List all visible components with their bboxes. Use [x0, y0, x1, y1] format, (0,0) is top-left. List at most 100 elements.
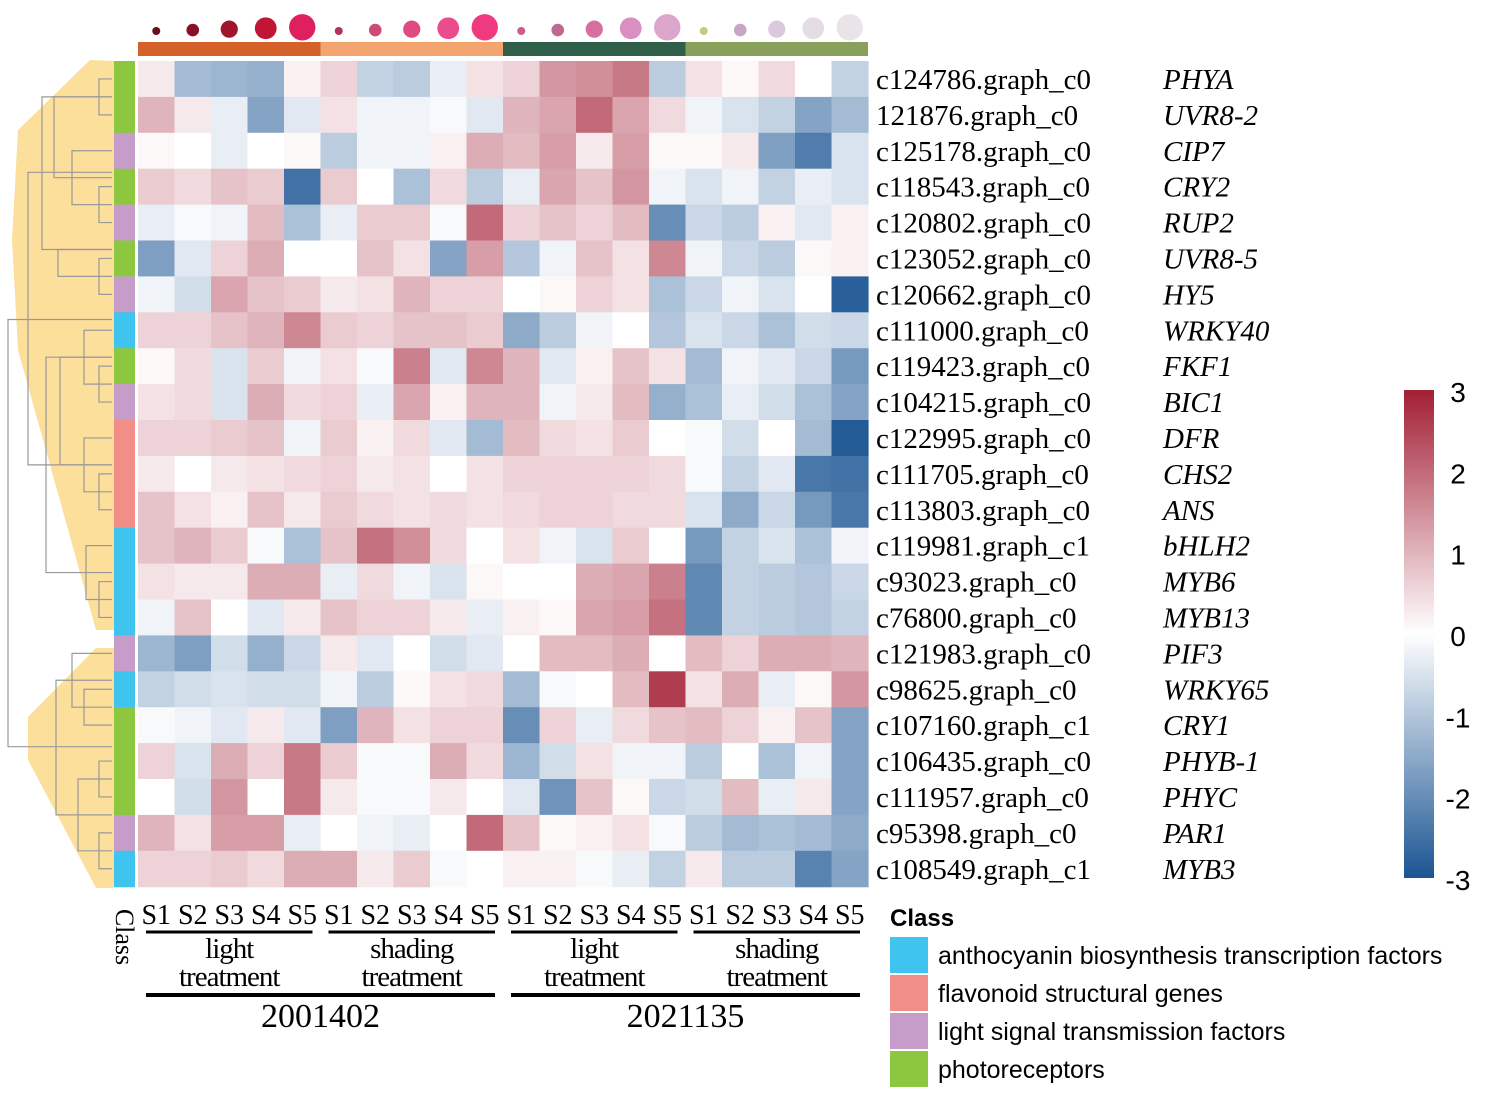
heatmap-cell	[284, 132, 322, 170]
class-annotation-cell	[114, 563, 135, 601]
row-gene-label: PIF3	[1162, 638, 1223, 670]
heatmap-cell	[320, 420, 358, 457]
heatmap-cell	[649, 455, 687, 493]
heatmap-cell	[466, 132, 504, 170]
column-label: S5	[470, 900, 500, 931]
heatmap-cell	[211, 204, 249, 242]
heatmap-cell	[284, 527, 322, 565]
heatmap-cell	[284, 312, 322, 349]
heatmap-cell	[503, 707, 541, 744]
heatmap-cell	[138, 814, 176, 852]
column-label: S5	[835, 900, 865, 931]
heatmap-cell	[649, 814, 687, 852]
heatmap-cell	[138, 671, 176, 708]
column-label: S1	[324, 900, 354, 931]
heatmap-cell	[211, 420, 249, 457]
heatmap-cell	[320, 563, 358, 601]
heatmap-cell	[795, 240, 833, 277]
heatmap-cell	[722, 491, 760, 529]
heatmap-cell	[284, 707, 322, 744]
heatmap-cell	[503, 455, 541, 493]
heatmap-cell	[612, 61, 650, 98]
class-annotation-cell	[114, 814, 135, 852]
heatmap-cell	[795, 132, 833, 170]
heatmap-cell	[539, 599, 577, 636]
heatmap-cell	[320, 96, 358, 134]
class-annotation-cell	[114, 635, 135, 672]
heatmap-cell	[430, 168, 468, 206]
heatmap-cell	[795, 563, 833, 601]
heatmap-cell	[685, 132, 723, 170]
heatmap-cell	[247, 850, 285, 888]
heatmap-cell	[430, 491, 468, 529]
heatmap-cell	[612, 348, 650, 385]
heatmap-cell	[430, 850, 468, 888]
heatmap-cell	[174, 527, 212, 565]
flower-icon	[437, 17, 460, 40]
heatmap-cell	[612, 707, 650, 744]
heatmap-cell	[174, 743, 212, 780]
heatmap-cell	[795, 527, 833, 565]
heatmap-cell	[503, 599, 541, 636]
heatmap-cell	[758, 240, 796, 277]
heatmap-cell	[795, 779, 833, 816]
heatmap-cell	[539, 384, 577, 421]
heatmap-cell	[722, 599, 760, 636]
heatmap-cell	[576, 527, 614, 565]
heatmap-cell	[722, 743, 760, 780]
heatmap-cell	[758, 96, 796, 134]
heatmap-cell	[795, 743, 833, 780]
heatmap-cell	[612, 96, 650, 134]
group-color-bar	[320, 42, 503, 56]
heatmap-cell	[393, 348, 431, 385]
heatmap-cell	[649, 96, 687, 134]
heatmap-cell	[576, 707, 614, 744]
heatmap-cell	[758, 132, 796, 170]
heatmap-cell	[685, 168, 723, 206]
heatmap-cell	[357, 814, 395, 852]
heatmap-cell	[357, 527, 395, 565]
row-id-label: c104215.graph_c0	[876, 387, 1091, 419]
column-label: S4	[798, 900, 828, 931]
heatmap-cell	[247, 671, 285, 708]
heatmap-cell	[831, 635, 869, 672]
heatmap-cell	[211, 240, 249, 277]
flower-icon	[289, 14, 316, 41]
heatmap-cell	[576, 491, 614, 529]
heatmap-cell	[247, 132, 285, 170]
row-id-label: c76800.graph_c0	[876, 602, 1077, 634]
class-annotation-cell	[114, 96, 135, 134]
heatmap-cell	[320, 814, 358, 852]
heatmap-cell	[612, 312, 650, 349]
heatmap-cell	[138, 96, 176, 134]
heatmap-cell	[174, 276, 212, 313]
heatmap-cell	[612, 455, 650, 493]
column-label: S1	[506, 900, 536, 931]
heatmap-cell	[174, 240, 212, 277]
heatmap-cell	[357, 743, 395, 780]
group-label-line2: treatment	[179, 961, 280, 993]
colorbar	[1404, 390, 1434, 878]
group-label-line1: light	[205, 933, 254, 965]
heatmap-cell	[466, 61, 504, 98]
colorbar-tick-label: -3	[1446, 865, 1471, 896]
heatmap-cell	[320, 455, 358, 493]
heatmap-cell	[722, 384, 760, 421]
heatmap-cell	[539, 814, 577, 852]
heatmap-cell	[393, 240, 431, 277]
heatmap-cell	[138, 455, 176, 493]
heatmap-cell	[758, 814, 796, 852]
heatmap-cell	[722, 635, 760, 672]
heatmap-cell	[758, 779, 796, 816]
heatmap-cell	[612, 204, 650, 242]
heatmap-cell	[758, 348, 796, 385]
heatmap-cell	[466, 491, 504, 529]
heatmap-cell	[357, 850, 395, 888]
column-label: S1	[141, 900, 171, 931]
row-gene-label: HY5	[1162, 279, 1215, 311]
dendrogram-branch	[27, 171, 112, 466]
row-id-label: c119981.graph_c1	[876, 531, 1090, 563]
heatmap-cell	[247, 814, 285, 852]
heatmap-cell	[357, 61, 395, 98]
heatmap-cell	[320, 671, 358, 708]
